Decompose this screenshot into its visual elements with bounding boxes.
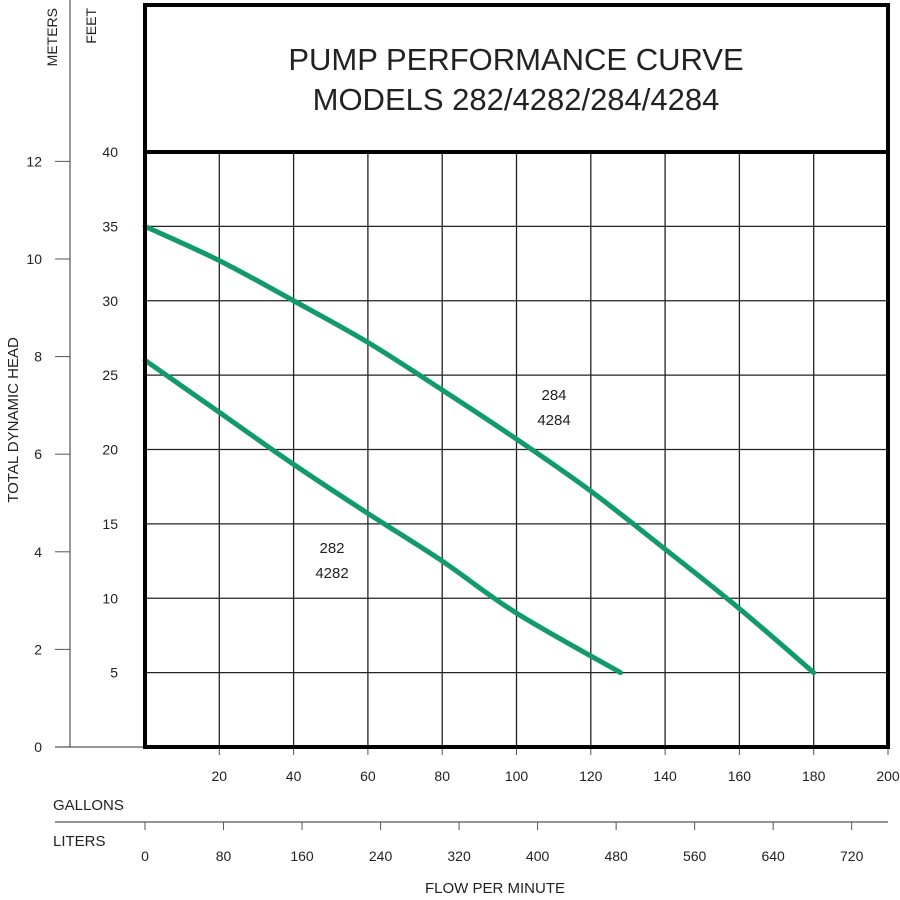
feet-tick-label: 30 [102,293,118,309]
feet-tick-label: 10 [102,590,118,606]
x-axis-label: FLOW PER MINUTE [425,880,565,897]
meters-label: METERS [44,8,60,66]
chart-title: PUMP PERFORMANCE CURVE [288,42,743,77]
liters-tick-label: 0 [141,848,149,864]
liters-tick-label: 240 [369,848,393,864]
liters-tick-label: 320 [447,848,471,864]
meters-tick-label: 12 [26,153,42,169]
liters-tick-label: 640 [761,848,785,864]
gallons-tick-label: 200 [876,768,900,784]
liters-tick-label: 560 [683,848,707,864]
curve-label: 284 [541,387,566,404]
gallons-tick-label: 120 [579,768,603,784]
curve-label: 4284 [537,412,570,429]
meters-tick-label: 6 [34,446,42,462]
feet-tick-label: 15 [102,516,118,532]
curve-284 [142,223,817,676]
feet-tick-label: 40 [102,144,118,160]
liters-tick-label: 160 [290,848,314,864]
y-axis-label: TOTAL DYNAMIC HEAD [5,337,22,503]
meters-tick-label: 8 [34,349,42,365]
grid [55,0,889,830]
meters-tick-label: 0 [34,739,42,755]
gallons-tick-label: 100 [505,768,529,784]
title-box [143,3,890,154]
gallons-tick-label: 140 [653,768,677,784]
gallons-tick-label: 160 [728,768,752,784]
gallons-tick-label: 180 [802,768,826,784]
feet-tick-label: 35 [102,218,118,234]
gallons-tick-label: 80 [434,768,450,784]
curve-label: 282 [319,540,344,557]
liters-tick-label: 80 [216,848,232,864]
gallons-tick-label: 40 [286,768,302,784]
meters-tick-label: 2 [34,641,42,657]
feet-tick-label: 25 [102,367,118,383]
liters-label: LITERS [53,833,106,850]
plot-border [143,150,890,749]
meters-tick-label: 4 [34,544,42,560]
gallons-tick-label: 20 [212,768,228,784]
liters-tick-label: 720 [840,848,864,864]
feet-tick-label: 20 [102,442,118,458]
liters-tick-label: 400 [526,848,550,864]
feet-label: FEET [83,8,99,44]
chart-subtitle: MODELS 282/4282/284/4284 [313,82,720,117]
curve-282 [142,357,624,676]
gallons-label: GALLONS [53,797,124,814]
curve-label: 4282 [315,565,348,582]
feet-tick-label: 5 [110,665,118,681]
liters-tick-label: 480 [604,848,628,864]
curves [142,223,817,676]
gallons-tick-label: 60 [360,768,376,784]
meters-tick-label: 10 [26,251,42,267]
